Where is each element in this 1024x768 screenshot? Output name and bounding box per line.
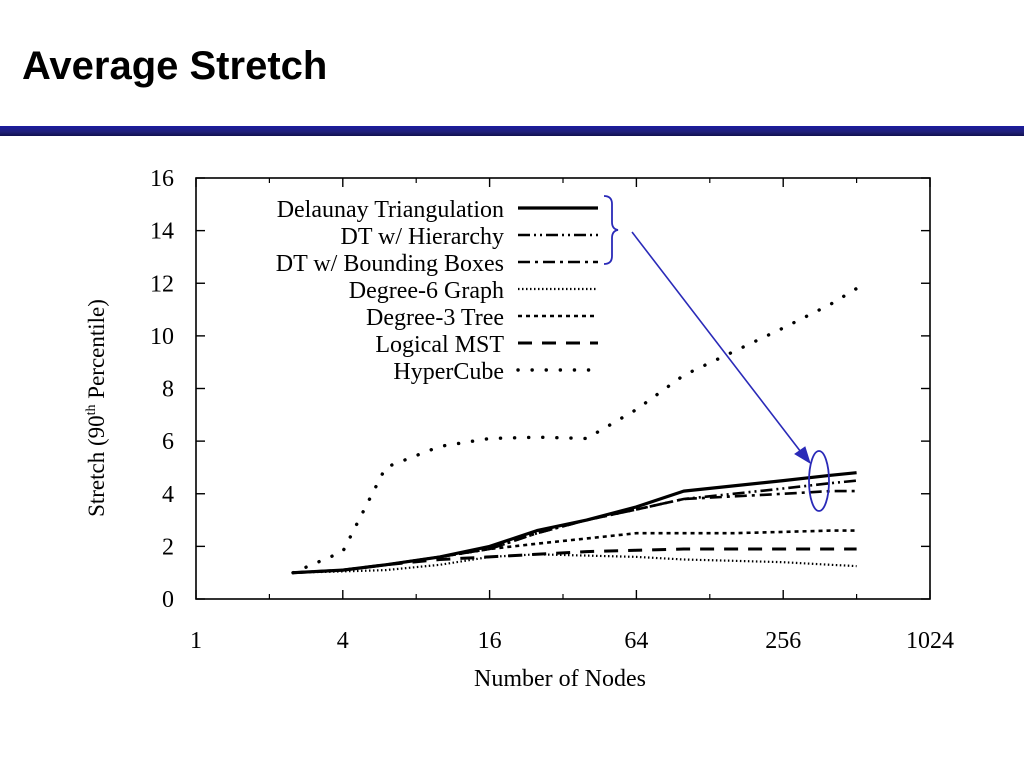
y-axis-label: Stretch (90th Percentile) bbox=[84, 299, 109, 517]
legend-label: Delaunay Triangulation bbox=[277, 197, 504, 223]
y-tick-label: 4 bbox=[162, 482, 174, 508]
y-tick-label: 12 bbox=[150, 271, 174, 297]
x-tick-label: 16 bbox=[478, 628, 502, 654]
series-line-dt-w-hierarchy bbox=[292, 479, 857, 574]
y-tick-label: 6 bbox=[162, 429, 174, 455]
legend-label: Logical MST bbox=[375, 332, 504, 358]
annotation bbox=[603, 195, 830, 512]
plot-area-border bbox=[195, 177, 931, 600]
series-line-dt-w-bounding-boxes bbox=[292, 489, 857, 574]
series-line-logical-mst bbox=[292, 547, 857, 575]
series-lines bbox=[291, 286, 859, 575]
annotation-ellipse bbox=[808, 450, 830, 512]
y-tick-label: 0 bbox=[162, 587, 174, 613]
legend-label: Degree-6 Graph bbox=[349, 278, 504, 304]
x-tick-label: 1024 bbox=[906, 628, 954, 654]
legend-label: Degree-3 Tree bbox=[366, 305, 504, 331]
y-axis-label-main: Stretch (90 bbox=[84, 415, 109, 517]
legend-label: DT w/ Bounding Boxes bbox=[276, 251, 504, 277]
series-line-degree-6-graph bbox=[292, 553, 857, 574]
x-tick-label: 64 bbox=[624, 628, 648, 654]
series-line-hypercube bbox=[291, 286, 859, 575]
title-divider-bar bbox=[0, 126, 1024, 136]
y-tick-label: 10 bbox=[150, 324, 174, 350]
x-tick-label: 1 bbox=[190, 628, 202, 654]
legend-label: DT w/ Hierarchy bbox=[341, 224, 505, 250]
legend-label: HyperCube bbox=[393, 359, 504, 385]
y-tick-label: 8 bbox=[162, 377, 174, 403]
y-axis-label-suffix: Percentile) bbox=[84, 299, 109, 404]
annotation-arrowhead bbox=[794, 446, 811, 465]
x-tick-label: 256 bbox=[765, 628, 801, 654]
y-tick-label: 2 bbox=[162, 534, 174, 560]
y-tick-label: 14 bbox=[150, 219, 174, 245]
y-tick-label: 16 bbox=[150, 166, 174, 192]
annotation-arrow-line bbox=[631, 231, 805, 457]
y-axis-label-superscript: th bbox=[84, 404, 99, 415]
x-tick-label: 4 bbox=[337, 628, 349, 654]
page-title: Average Stretch bbox=[22, 44, 328, 88]
x-axis-label: Number of Nodes bbox=[474, 666, 646, 692]
annotation-brace bbox=[603, 195, 619, 265]
